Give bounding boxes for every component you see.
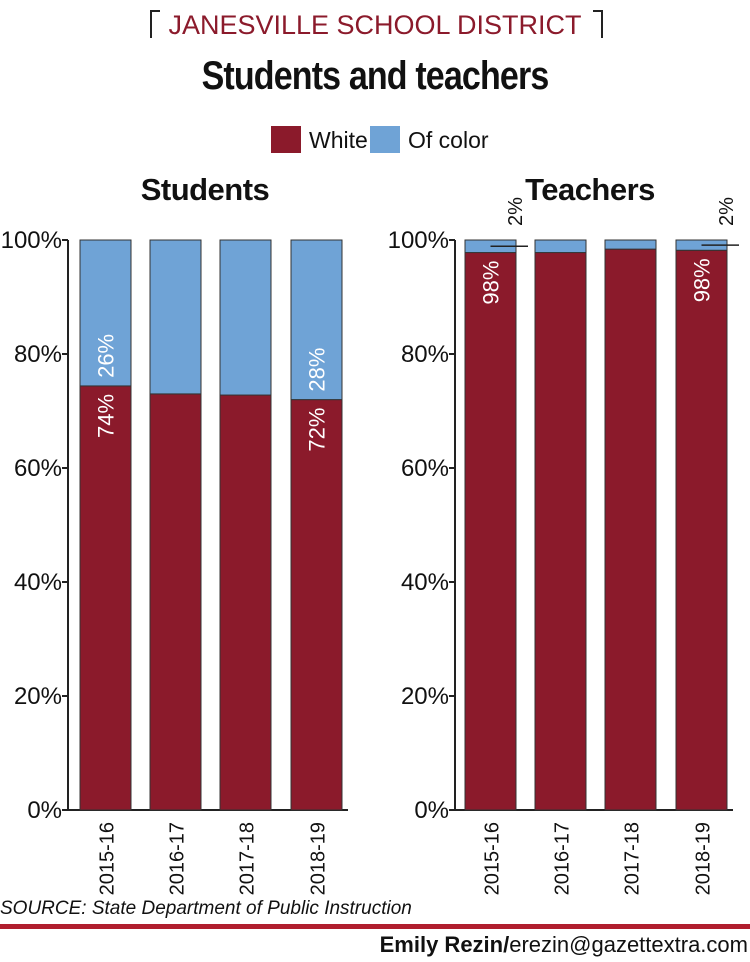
bar-of-color-students [290, 239, 343, 401]
bar-white-teachers [675, 249, 728, 811]
credit-line: Emily Rezin/erezin@gazettextra.com [380, 932, 748, 958]
legend-swatch-white [271, 126, 301, 153]
y-tick-label-teachers: 40% [401, 569, 449, 596]
legend: White Of color [0, 125, 750, 155]
y-tick-label-students: 40% [14, 569, 62, 596]
legend-swatch-of-color [370, 126, 400, 153]
source-note: SOURCE: State Department of Public Instr… [0, 898, 412, 919]
bar-of-color-teachers [604, 239, 657, 250]
data-label-white: 98% [479, 261, 504, 305]
y-tick-label-teachers: 60% [401, 455, 449, 482]
y-tick-label-teachers: 20% [401, 683, 449, 710]
bar-white-students [290, 399, 343, 811]
panel-title-teachers: Teachers [525, 172, 655, 207]
data-label-of-color: 28% [305, 348, 330, 392]
bar-white-students [219, 394, 272, 811]
y-tick-label-students: 80% [14, 341, 62, 368]
footer-rule [0, 924, 750, 929]
data-label-of-color: 2% [716, 197, 738, 226]
x-tick-label-students: 2017-18 [237, 822, 259, 895]
credit-email: erezin@gazettextra.com [509, 932, 748, 957]
data-label-white: 74% [94, 394, 119, 438]
bar-of-color-students [79, 239, 132, 387]
x-tick-label-students: 2015-16 [97, 822, 119, 895]
y-tick-label-teachers: 0% [414, 797, 449, 824]
x-tick-label-teachers: 2018-19 [693, 822, 715, 895]
bar-white-teachers [604, 248, 657, 811]
bar-of-color-students [219, 239, 272, 396]
data-label-white: 98% [690, 258, 715, 302]
x-tick-label-teachers: 2015-16 [482, 822, 504, 895]
bar-of-color-students [149, 239, 202, 395]
legend-label-white: White [309, 127, 368, 153]
y-tick-label-students: 0% [27, 797, 62, 824]
x-tick-label-teachers: 2016-17 [552, 822, 574, 895]
kicker-bracket-left [150, 10, 160, 38]
credit-name: Emily Rezin/ [379, 932, 510, 957]
y-tick-label-students: 60% [14, 455, 62, 482]
panel-title-students: Students [140, 172, 270, 207]
bar-white-teachers [534, 252, 587, 811]
bar-white-teachers [464, 252, 517, 811]
data-label-of-color: 2% [505, 197, 527, 226]
x-tick-label-students: 2018-19 [308, 822, 330, 895]
y-tick-label-teachers: 100% [388, 227, 449, 254]
y-tick-label-students: 20% [14, 683, 62, 710]
chart-area: 0% 20% 40% 60% 80% 100% 2015-16 2016-17 2017-18 2… [1, 197, 739, 895]
chart-title: Students and teachers [201, 54, 550, 98]
data-label-white: 72% [305, 408, 330, 452]
kicker-text: JANESVILLE SCHOOL DISTRICT [168, 10, 582, 40]
data-label-of-color: 26% [94, 334, 119, 378]
y-tick-label-teachers: 80% [401, 341, 449, 368]
x-tick-label-teachers: 2017-18 [622, 822, 644, 895]
bar-of-color-teachers [534, 239, 587, 254]
y-tick-label-students: 100% [1, 227, 62, 254]
bar-white-students [79, 385, 132, 811]
bar-white-students [149, 393, 202, 811]
kicker-bracket-right [593, 10, 603, 38]
legend-label-of-color: Of color [408, 127, 489, 153]
x-tick-label-students: 2016-17 [167, 822, 189, 895]
header-kicker: JANESVILLE SCHOOL DISTRICT [0, 8, 750, 44]
